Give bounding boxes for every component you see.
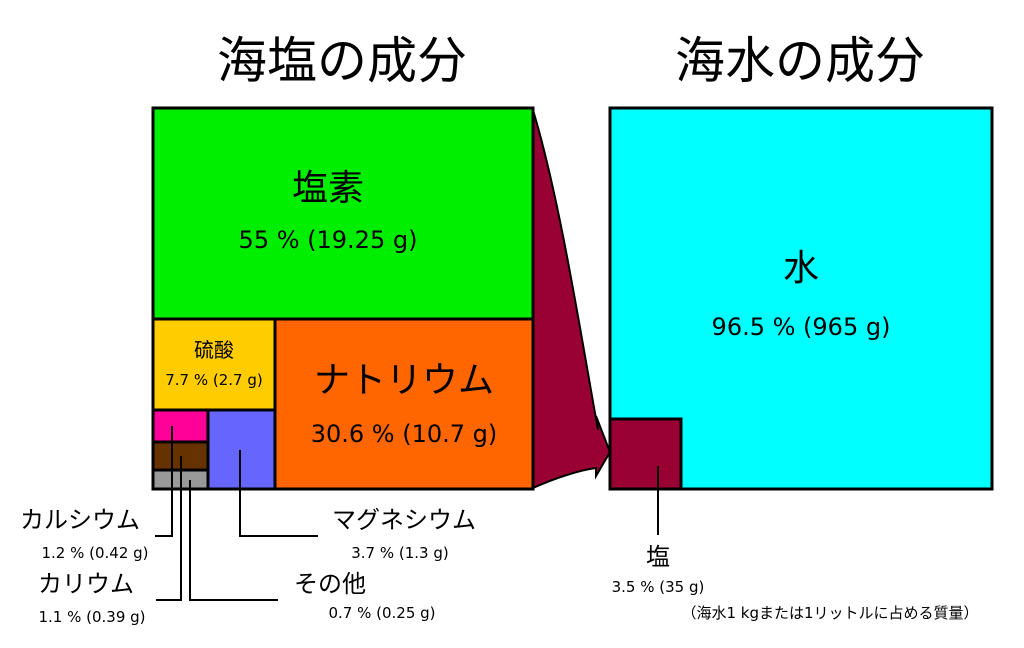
sodium-name: ナトリウム [314,360,494,401]
left-title: 海塩の成分 [217,32,467,90]
calcium-name: カルシウム [20,506,140,534]
potassium-value: 1.1 % (0.39 g) [38,608,145,626]
calcium-value: 1.2 % (0.42 g) [41,544,148,562]
right-title: 海水の成分 [675,32,925,90]
water-value: 96.5 % (965 g) [712,313,891,341]
magnesium-name: マグネシウム [332,506,476,534]
sulfate-name: 硫酸 [194,338,234,362]
sea-salt-outline [151,106,535,491]
salt-name: 塩 [646,543,670,571]
other-name: その他 [294,570,366,598]
sulfate-value: 7.7 % (2.7 g) [165,371,263,389]
other-leader [189,480,278,601]
mass-note: （海水1 kgまたは1リットルに占める質量） [681,604,978,622]
leader-lines [155,426,659,601]
sodium-value: 30.6 % (10.7 g) [311,420,498,448]
potassium-name: カリウム [38,570,134,598]
magnesium-leader [239,450,318,537]
sodium-block [273,317,535,491]
salt-block [608,417,683,491]
chlorine-block [151,106,535,321]
other-value: 0.7 % (0.25 g) [328,604,435,622]
chlorine-name: 塩素 [292,168,364,209]
water-name: 水 [783,248,819,289]
salt-value: 3.5 % (35 g) [612,578,705,596]
calcium-block [151,408,210,444]
magnesium-value: 3.7 % (1.3 g) [351,544,449,562]
sulfate-block [151,317,277,412]
chlorine-value: 55 % (19.25 g) [239,226,418,254]
calcium-leader [155,426,173,537]
flow-arrow [532,109,612,490]
magnesium-block [206,408,277,491]
potassium-leader [156,456,182,601]
